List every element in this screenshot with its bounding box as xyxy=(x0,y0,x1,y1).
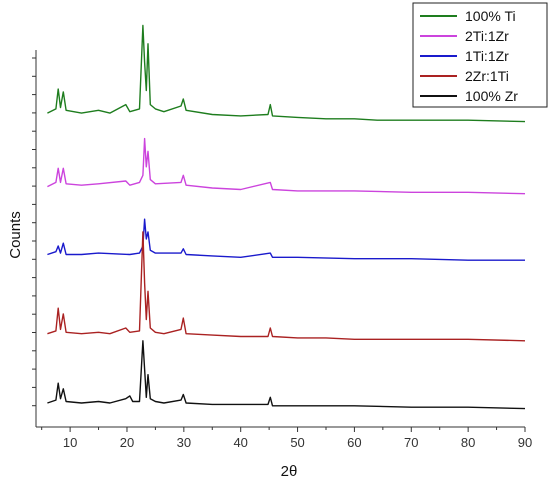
x-tick-label: 80 xyxy=(461,435,475,450)
axes: 10 20 30 40 50 60 70 80 90 xyxy=(32,50,532,450)
series-line-2ti-1zr xyxy=(47,137,526,195)
x-tick-label: 50 xyxy=(290,435,304,450)
x-tick-label: 30 xyxy=(177,435,191,450)
y-axis-label: Counts xyxy=(7,211,24,259)
legend-entry-label: 100% Ti xyxy=(465,8,516,24)
legend-entry-label: 2Zr:1Ti xyxy=(465,68,509,84)
series-line-1ti-1zr xyxy=(47,218,525,261)
legend-entry-label: 1Ti:1Zr xyxy=(465,48,509,64)
series-line-100-ti xyxy=(47,24,526,123)
series-line-2zr-1ti xyxy=(47,231,526,342)
x-tick-label: 70 xyxy=(404,435,418,450)
x-tick-label: 40 xyxy=(233,435,247,450)
series-lines xyxy=(47,24,526,410)
series-line-100-zr xyxy=(47,340,526,410)
legend: 100% Ti 2Ti:1Zr 1Ti:1Zr 2Zr:1Ti 100% Zr xyxy=(412,2,548,108)
x-tick-label: 60 xyxy=(347,435,361,450)
legend-entry-label: 100% Zr xyxy=(465,88,518,104)
x-tick-label: 20 xyxy=(120,435,134,450)
x-tick-label: 90 xyxy=(518,435,532,450)
x-tick-label: 10 xyxy=(63,435,77,450)
legend-entry-label: 2Ti:1Zr xyxy=(465,28,509,44)
x-axis-label: 2θ xyxy=(281,463,298,480)
